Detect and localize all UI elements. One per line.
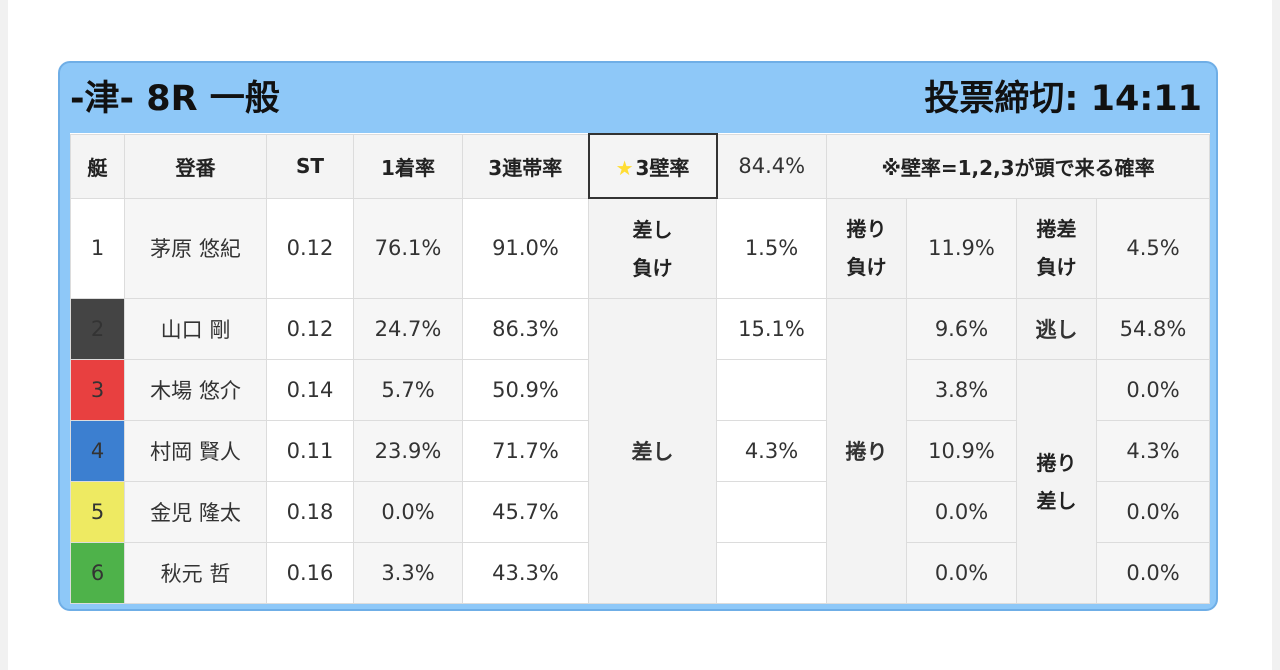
table-row: 6 秋元 哲 0.16 3.3% 43.3% 0.0% 0.0% xyxy=(70,542,1211,604)
racer-first-rate: 0.0% xyxy=(353,481,463,543)
racer-top3-rate: 50.9% xyxy=(462,359,589,421)
racer-st: 0.12 xyxy=(266,197,354,299)
makurizashi-value: 0.0% xyxy=(1095,542,1211,604)
makurizashi-value: 4.3% xyxy=(1095,420,1211,482)
sashi-value xyxy=(716,542,827,604)
racer-top3-rate: 91.0% xyxy=(462,197,589,299)
boat-number: 5 xyxy=(70,481,125,543)
nige-value: 54.8% xyxy=(1095,298,1211,360)
sashi-label: 差し xyxy=(588,298,717,604)
sashi-make-label: 差し 負け xyxy=(588,197,717,299)
racer-first-rate: 76.1% xyxy=(353,197,463,299)
racer-first-rate: 3.3% xyxy=(353,542,463,604)
racer-st: 0.14 xyxy=(266,359,354,421)
race-title: -津- 8R 一般 xyxy=(70,79,280,119)
makuri-make-label: 捲り 負け xyxy=(826,197,907,299)
makurizashi-make-label: 捲差 負け xyxy=(1016,197,1097,299)
racer-name: 茅原 悠紀 xyxy=(124,197,267,299)
col-st: ST xyxy=(266,133,354,199)
racer-st: 0.11 xyxy=(266,420,354,482)
racer-name: 金児 隆太 xyxy=(124,481,267,543)
makuri-make-value: 11.9% xyxy=(906,197,1017,299)
racer-name: 村岡 賢人 xyxy=(124,420,267,482)
sashi-value: 4.3% xyxy=(716,420,827,482)
makurizashi-value: 0.0% xyxy=(1095,481,1211,543)
right-margin xyxy=(1272,0,1280,670)
sashi-make-value: 1.5% xyxy=(716,197,827,299)
boat-number: 1 xyxy=(70,197,125,299)
makuri-value: 9.6% xyxy=(906,298,1017,360)
sashi-value: 15.1% xyxy=(716,298,827,360)
racer-first-rate: 5.7% xyxy=(353,359,463,421)
vote-deadline: 投票締切: 14:11 xyxy=(924,79,1202,119)
sashi-value xyxy=(716,359,827,421)
sashi-value xyxy=(716,481,827,543)
makurizashi-make-value: 4.5% xyxy=(1095,197,1211,299)
table-row: 3 木場 悠介 0.14 5.7% 50.9% 3.8% 捲り 差し 0.0% xyxy=(70,359,1211,604)
nige-label: 逃し xyxy=(1016,298,1097,360)
racer-top3-rate: 43.3% xyxy=(462,542,589,604)
table-row: 1 茅原 悠紀 0.12 76.1% 91.0% 差し 負け 1.5% 捲り 負け … xyxy=(70,197,1211,299)
boat-number: 3 xyxy=(70,359,125,421)
boat-number: 6 xyxy=(70,542,125,604)
racer-top3-rate: 71.7% xyxy=(462,420,589,482)
racer-name: 秋元 哲 xyxy=(124,542,267,604)
col-name: 登番 xyxy=(124,133,267,199)
racer-first-rate: 23.9% xyxy=(353,420,463,482)
racer-st: 0.18 xyxy=(266,481,354,543)
boat-number: 2 xyxy=(70,298,125,360)
wall-rate-value: 84.4% xyxy=(716,133,827,199)
wall-rate-label: 3壁率 xyxy=(635,155,690,180)
makuri-label: 捲り xyxy=(826,298,907,604)
boat-number: 4 xyxy=(70,420,125,482)
racer-top3-rate: 45.7% xyxy=(462,481,589,543)
table-row: 4 村岡 賢人 0.11 23.9% 71.7% 4.3% 10.9% 4.3% xyxy=(70,420,1211,482)
table-header-row: 艇 登番 ST 1着率 3連帯率 ★ 3壁率 84.4% ※壁率=1,2,3が頭で… xyxy=(70,133,1211,199)
racer-first-rate: 24.7% xyxy=(353,298,463,360)
wall-rate-header: ★ 3壁率 xyxy=(587,133,718,199)
makuri-value: 0.0% xyxy=(906,542,1017,604)
star-icon: ★ xyxy=(615,155,634,180)
makurizashi-value: 0.0% xyxy=(1095,359,1211,421)
table-row: 2 山口 剛 0.12 24.7% 86.3% 差し 15.1% 捲り 9.6%… xyxy=(70,298,1211,604)
left-margin xyxy=(0,0,8,670)
race-panel: -津- 8R 一般 投票締切: 14:11 艇 登番 ST 1着率 3連帯率 ★… xyxy=(58,61,1218,611)
makurizashi-label: 捲り 差し xyxy=(1016,359,1097,604)
racer-st: 0.12 xyxy=(266,298,354,360)
racer-st: 0.16 xyxy=(266,542,354,604)
makuri-value: 10.9% xyxy=(906,420,1017,482)
race-stats-table: 艇 登番 ST 1着率 3連帯率 ★ 3壁率 84.4% ※壁率=1,2,3が頭で… xyxy=(70,133,1211,604)
racer-top3-rate: 86.3% xyxy=(462,298,589,360)
makuri-value: 3.8% xyxy=(906,359,1017,421)
racer-name: 木場 悠介 xyxy=(124,359,267,421)
racer-name: 山口 剛 xyxy=(124,298,267,360)
col-first-rate: 1着率 xyxy=(353,133,463,199)
race-header: -津- 8R 一般 投票締切: 14:11 xyxy=(60,63,1216,133)
wall-rate-note: ※壁率=1,2,3が頭で来る確率 xyxy=(825,133,1211,199)
col-boat: 艇 xyxy=(70,133,125,199)
table-row: 5 金児 隆太 0.18 0.0% 45.7% 0.0% 0.0% xyxy=(70,481,1211,543)
makuri-value: 0.0% xyxy=(906,481,1017,543)
col-top3-rate: 3連帯率 xyxy=(462,133,589,199)
